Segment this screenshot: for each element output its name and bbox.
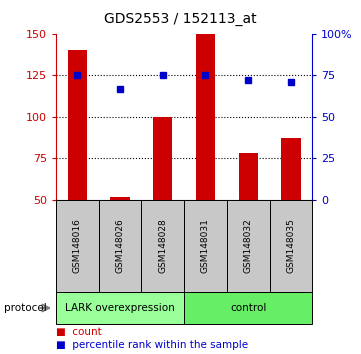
Bar [239, 153, 258, 200]
Text: control: control [230, 303, 266, 313]
Text: GSM148035: GSM148035 [286, 218, 295, 274]
Bar [270, 200, 312, 292]
Text: GSM148031: GSM148031 [201, 218, 210, 274]
Text: GSM148032: GSM148032 [244, 219, 253, 273]
Bar [184, 292, 312, 324]
Text: GSM148028: GSM148028 [158, 219, 167, 273]
Bar [99, 200, 142, 292]
Text: ■  percentile rank within the sample: ■ percentile rank within the sample [56, 340, 248, 350]
Text: protocol: protocol [4, 303, 46, 313]
Text: GDS2553 / 152113_at: GDS2553 / 152113_at [104, 12, 257, 27]
Bar [56, 292, 184, 324]
Bar [142, 200, 184, 292]
Text: GSM148016: GSM148016 [73, 218, 82, 274]
Bar [68, 50, 87, 200]
Text: LARK overexpression: LARK overexpression [65, 303, 175, 313]
Bar [196, 34, 215, 200]
Bar [227, 200, 270, 292]
Text: GSM148026: GSM148026 [116, 219, 125, 273]
Bar [56, 200, 99, 292]
Bar [110, 197, 130, 200]
Text: ■  count: ■ count [56, 327, 102, 337]
Bar [281, 138, 300, 200]
Bar [153, 117, 172, 200]
Bar [184, 200, 227, 292]
